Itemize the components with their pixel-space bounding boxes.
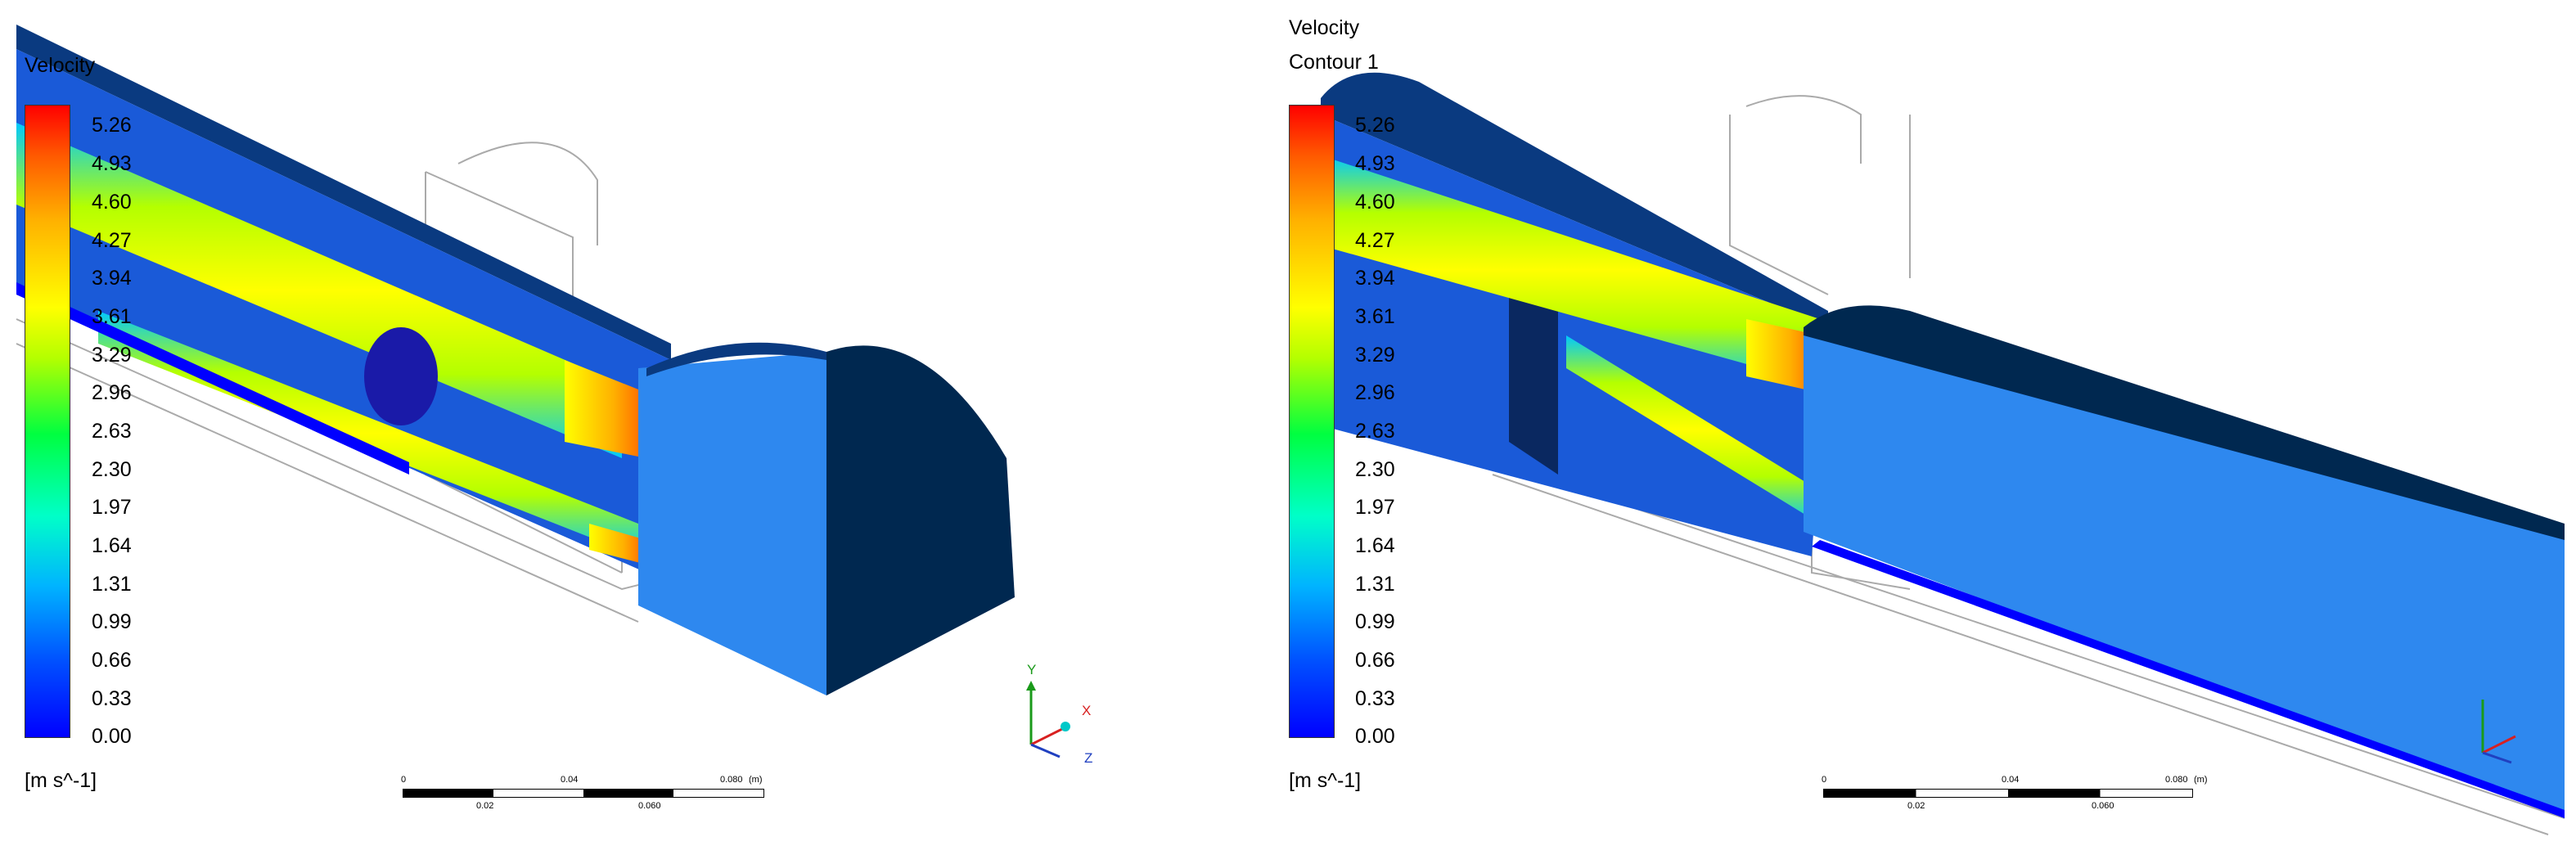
tick-label: 0.00 [1355, 725, 1395, 748]
tick-label: 2.96 [92, 381, 132, 404]
legend-title: Velocity [25, 54, 96, 77]
tick-label: 4.93 [92, 152, 132, 175]
tick-label: 0.00 [92, 725, 132, 748]
tick-label: 2.96 [1355, 381, 1395, 404]
right-contour-view: Velocity Contour 1 5.26 4.93 4.60 4.27 3… [1288, 0, 2576, 846]
x-axis-label: X [1082, 703, 1092, 718]
upper-wall [1321, 72, 1828, 327]
y-axis-label: Y [1027, 662, 1037, 677]
scale-label: 0.02 [476, 801, 494, 811]
x-axis-icon [1030, 727, 1065, 746]
legend-subtitle: Contour 1 [1289, 51, 1379, 74]
tick-label: 5.26 [92, 114, 132, 137]
tick-label: 4.27 [1355, 229, 1395, 252]
outlet-channel [1804, 327, 2565, 818]
scale-label: 0 [401, 775, 407, 785]
upper-jet [1321, 155, 1820, 385]
z-axis-icon [2482, 751, 2512, 764]
lower-jet-hotspot [589, 524, 646, 565]
left-contour-view: Velocity 5.26 4.93 4.60 4.27 3.94 3.61 3… [16, 25, 1093, 811]
scale-label: 0.04 [2002, 775, 2020, 785]
lower-wall [1812, 540, 2565, 818]
scale-unit: (m) [2194, 775, 2208, 785]
tick-label: 1.31 [92, 573, 132, 596]
tick-label: 1.97 [92, 496, 132, 519]
y-arrowhead-icon [1026, 681, 1036, 691]
upper-jet-hotspot [565, 360, 646, 458]
tick-label: 1.31 [1355, 573, 1395, 596]
tick-label: 3.61 [1355, 305, 1395, 328]
legend-units: [m s^-1] [25, 769, 97, 792]
tick-label: 2.63 [92, 420, 132, 443]
tick-label: 0.66 [92, 649, 132, 672]
tick-label: 0.33 [92, 687, 132, 710]
tick-label: 0.99 [92, 610, 132, 633]
velocity-colorbar [25, 105, 70, 738]
velocity-colorbar [1289, 105, 1335, 738]
cylinder-body [364, 327, 438, 425]
scale-label: 0.080 [2165, 775, 2188, 785]
scale-label: 0.04 [561, 775, 579, 785]
z-axis-label: Z [1084, 750, 1093, 766]
tick-label: 2.30 [1355, 458, 1395, 481]
tick-label: 4.27 [92, 229, 132, 252]
tick-label: 4.60 [1355, 191, 1395, 214]
tick-label: 0.99 [1355, 610, 1395, 633]
legend-units: [m s^-1] [1289, 769, 1362, 792]
z-axis-icon [1030, 743, 1061, 758]
tick-label: 2.63 [1355, 420, 1395, 443]
tick-label: 2.30 [92, 458, 132, 481]
tick-label: 5.26 [1355, 114, 1395, 137]
upper-jet [16, 123, 622, 458]
scale-label: 0.02 [1907, 801, 1925, 811]
outlet-block-top [646, 342, 826, 376]
scale-unit: (m) [749, 775, 763, 785]
lower-jet [98, 311, 638, 556]
outlet-block-face [638, 352, 826, 695]
upper-wall [16, 25, 671, 360]
legend-title: Velocity [1289, 16, 1360, 39]
axis-triad [2481, 700, 2516, 764]
scale-label: 0.080 [720, 775, 743, 785]
axis-arrows [1026, 681, 1070, 758]
scale-label: 0.060 [638, 801, 661, 811]
tick-label: 3.29 [1355, 344, 1395, 367]
tick-label: 4.60 [92, 191, 132, 214]
outlet-block-side [826, 345, 1015, 695]
tick-label: 1.64 [1355, 534, 1395, 557]
outlet-top-wall [1804, 305, 2565, 540]
tick-label: 0.66 [1355, 649, 1395, 672]
x-axis-icon [2482, 735, 2516, 754]
scale-label: 0 [1822, 775, 1827, 785]
lower-wall [16, 282, 409, 475]
scale-label: 0.060 [2092, 801, 2114, 811]
tick-label: 3.29 [92, 344, 132, 367]
tick-label: 3.61 [92, 305, 132, 328]
tick-label: 4.93 [1355, 152, 1395, 175]
lower-jet [1566, 335, 1820, 524]
tick-label: 0.33 [1355, 687, 1395, 710]
upper-jet-hotspot [1746, 319, 1820, 393]
tick-label: 3.94 [1355, 267, 1395, 290]
left-cfd-render [16, 25, 1015, 695]
tick-label: 1.64 [92, 534, 132, 557]
tick-label: 3.94 [92, 267, 132, 290]
scale-bar-graphic [1823, 789, 2193, 798]
right-cfd-render [1321, 72, 2565, 835]
tick-label: 1.97 [1355, 496, 1395, 519]
axis-origin-marker [1061, 722, 1070, 731]
scale-bar-graphic [403, 789, 764, 798]
